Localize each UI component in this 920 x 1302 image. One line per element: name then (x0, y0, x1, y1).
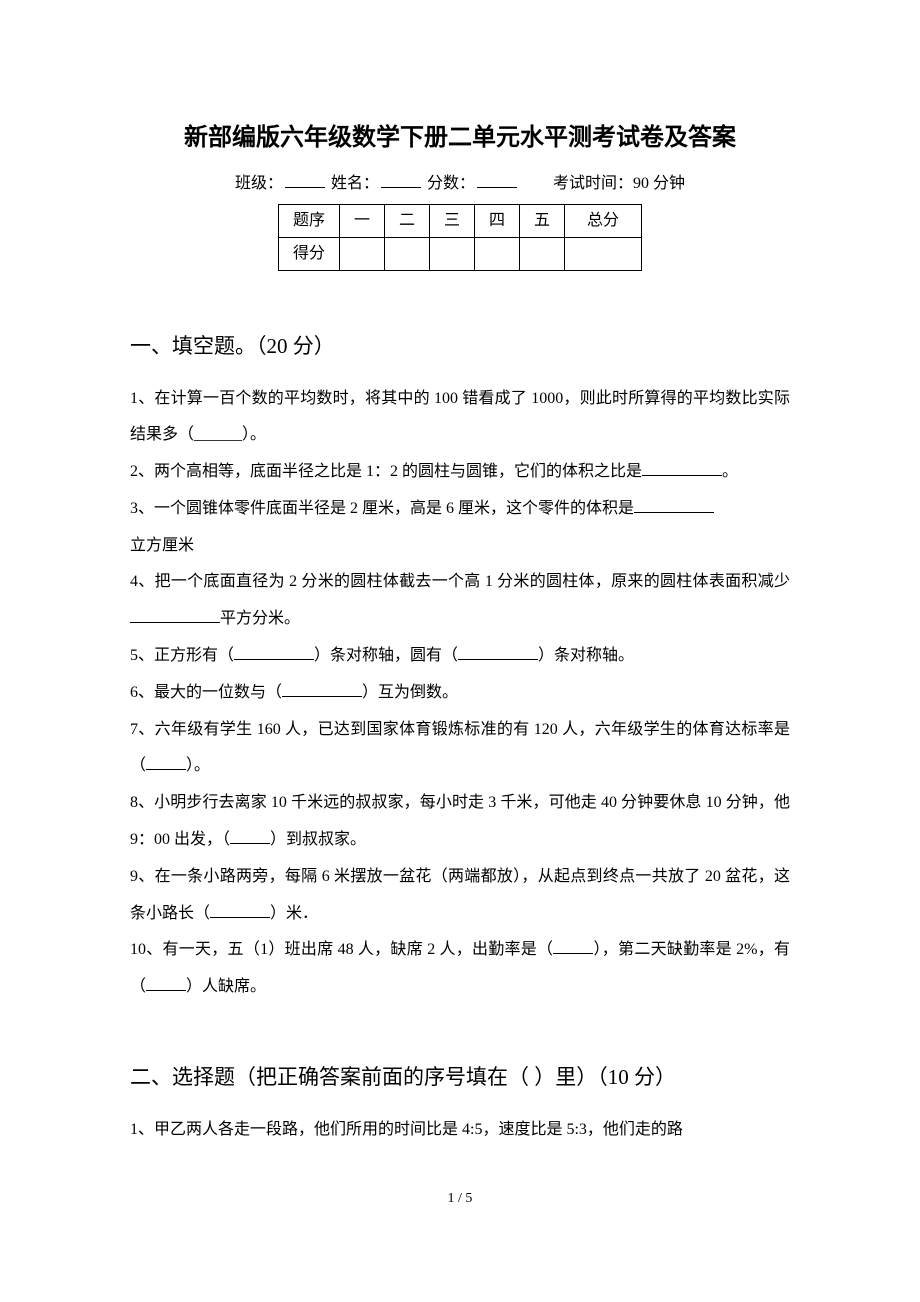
question-text: 。 (722, 463, 738, 480)
question-text: 6、最大的一位数与（ (130, 684, 282, 701)
score-label: 分数： (427, 175, 475, 192)
question-text: 平方分米。 (220, 610, 300, 627)
empty-cell (429, 238, 474, 271)
question-text: ）。 (186, 757, 210, 774)
question-text: ）米． (270, 905, 318, 922)
meta-line: 班级： 姓名： 分数： 考试时间：90 分钟 (130, 172, 790, 196)
header-cell: 二 (384, 205, 429, 238)
question-text: ）条对称轴。 (538, 647, 634, 664)
question-text: 8、小明步行去离家 10 千米远的叔叔家，每小时走 3 千米，可他走 40 分钟… (130, 794, 790, 848)
exam-title: 新部编版六年级数学下册二单元水平测考试卷及答案 (130, 120, 790, 156)
header-cell: 总分 (565, 205, 642, 238)
question-4: 4、把一个底面直径为 2 分米的圆柱体截去一个高 1 分米的圆柱体，原来的圆柱体… (130, 564, 790, 638)
blank (234, 644, 314, 660)
name-blank (381, 172, 421, 188)
question-text: ）互为倒数。 (362, 684, 458, 701)
blank (210, 902, 270, 918)
question-3: 3、一个圆锥体零件底面半径是 2 厘米，高是 6 厘米，这个零件的体积是 立方厘… (130, 491, 790, 565)
blank (130, 607, 220, 623)
section-2-heading: 二、选择题（把正确答案前面的序号填在（ ）里）（10 分） (130, 1062, 790, 1094)
question-1: 1、在计算一百个数的平均数时，将其中的 100 错看成了 1000，则此时所算得… (130, 381, 790, 455)
question-text: 立方厘米 (130, 537, 194, 554)
name-label: 姓名： (331, 175, 379, 192)
question-text: 4、把一个底面直径为 2 分米的圆柱体截去一个高 1 分米的圆柱体，原来的圆柱体… (130, 573, 790, 590)
header-cell: 四 (475, 205, 520, 238)
section-1-heading: 一、填空题。（20 分） (130, 331, 790, 363)
page-number: 1 / 5 (130, 1188, 790, 1209)
empty-cell (475, 238, 520, 271)
blank (458, 644, 538, 660)
empty-cell (565, 238, 642, 271)
blank (230, 828, 270, 844)
question-10: 10、有一天，五（1）班出席 48 人，缺席 2 人，出勤率是（），第二天缺勤率… (130, 932, 790, 1006)
blank (642, 460, 722, 476)
question-text: ）到叔叔家。 (270, 831, 366, 848)
header-cell: 一 (339, 205, 384, 238)
header-cell: 五 (520, 205, 565, 238)
question-5: 5、正方形有（ ）条对称轴，圆有（ ）条对称轴。 (130, 638, 790, 675)
question-7: 7、六年级有学生 160 人，已达到国家体育锻炼标准的有 120 人，六年级学生… (130, 712, 790, 786)
question-text: 2、两个高相等，底面半径之比是 1：2 的圆柱与圆锥，它们的体积之比是 (130, 463, 642, 480)
question-8: 8、小明步行去离家 10 千米远的叔叔家，每小时走 3 千米，可他走 40 分钟… (130, 785, 790, 859)
score-table: 题序 一 二 三 四 五 总分 得分 (278, 204, 642, 271)
score-blank (477, 172, 517, 188)
empty-cell (339, 238, 384, 271)
blank (634, 497, 714, 513)
empty-cell (384, 238, 429, 271)
blank (146, 754, 186, 770)
class-blank (285, 172, 325, 188)
time-label: 考试时间：90 分钟 (553, 175, 685, 192)
question-2: 2、两个高相等，底面半径之比是 1：2 的圆柱与圆锥，它们的体积之比是 。 (130, 454, 790, 491)
question-text: 10、有一天，五（1）班出席 48 人，缺席 2 人，出勤率是（ (130, 941, 553, 958)
row-label-cell: 得分 (278, 238, 339, 271)
question-text: 7、六年级有学生 160 人，已达到国家体育锻炼标准的有 120 人，六年级学生… (130, 721, 790, 775)
table-row: 题序 一 二 三 四 五 总分 (278, 205, 641, 238)
class-label: 班级： (235, 175, 283, 192)
blank (146, 975, 186, 991)
blank (553, 938, 593, 954)
question-text: 3、一个圆锥体零件底面半径是 2 厘米，高是 6 厘米，这个零件的体积是 (130, 500, 634, 517)
question-9: 9、在一条小路两旁，每隔 6 米摆放一盆花（两端都放），从起点到终点一共放了 2… (130, 859, 790, 933)
header-cell: 三 (429, 205, 474, 238)
question-6: 6、最大的一位数与（ ）互为倒数。 (130, 675, 790, 712)
question-s2-1: 1、甲乙两人各走一段路，他们所用的时间比是 4:5，速度比是 5:3，他们走的路 (130, 1112, 790, 1149)
empty-cell (520, 238, 565, 271)
table-row: 得分 (278, 238, 641, 271)
header-cell: 题序 (278, 205, 339, 238)
question-text: 5、正方形有（ (130, 647, 234, 664)
blank (282, 681, 362, 697)
question-text: ）条对称轴，圆有（ (314, 647, 458, 664)
question-text: ）人缺席。 (186, 978, 266, 995)
